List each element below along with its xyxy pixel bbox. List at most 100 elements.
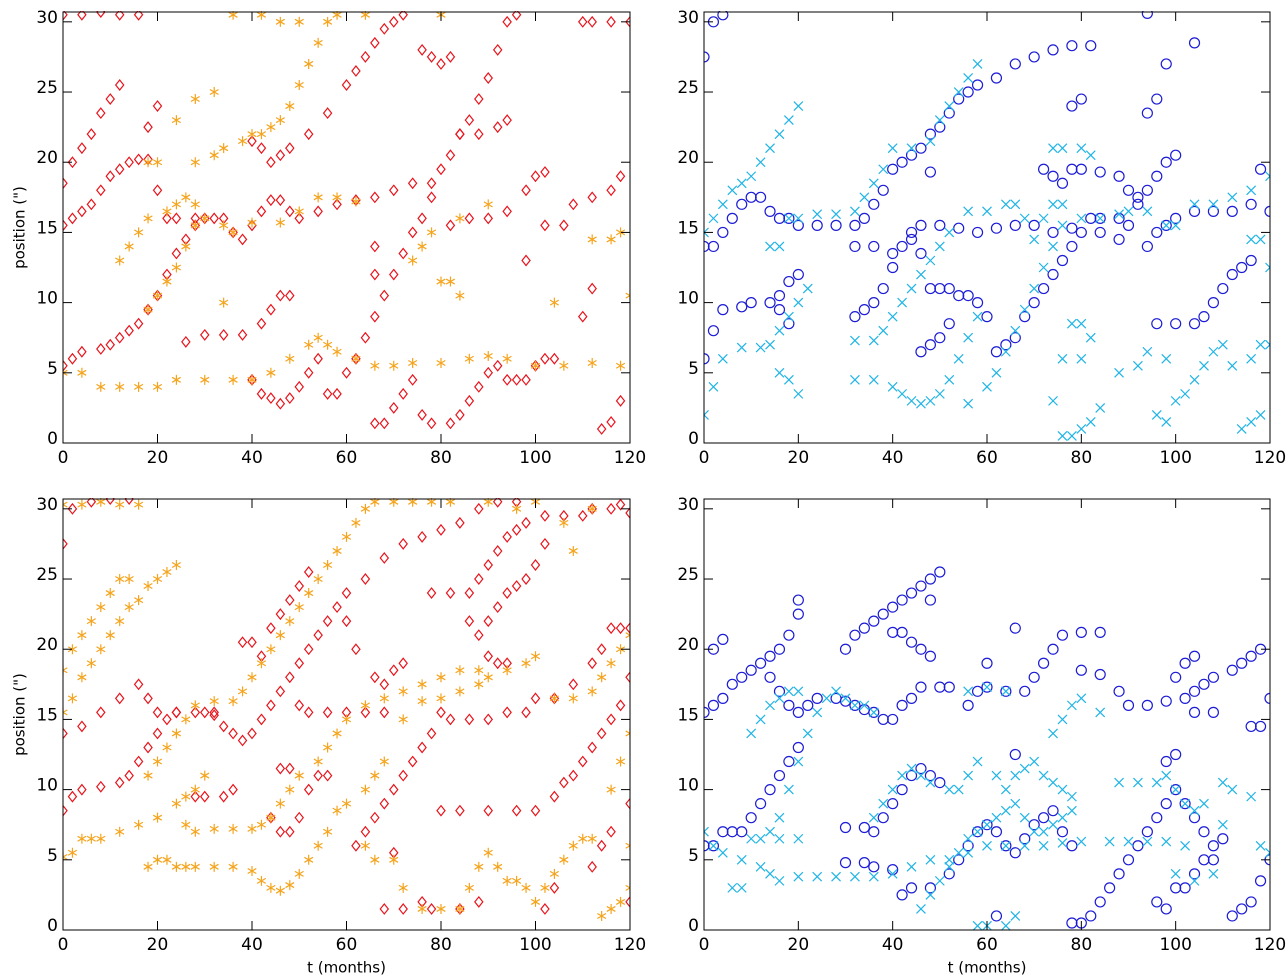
- point: [483, 559, 494, 571]
- point: [237, 686, 248, 697]
- point: [963, 73, 974, 83]
- point: [615, 394, 626, 407]
- point: [1114, 777, 1124, 788]
- point: [963, 686, 974, 697]
- point: [868, 707, 879, 718]
- point: [849, 219, 861, 231]
- point: [143, 861, 153, 872]
- point: [152, 381, 163, 392]
- x-tick-label: 80: [1071, 448, 1093, 468]
- point: [982, 381, 992, 392]
- point: [483, 804, 494, 817]
- point: [971, 226, 984, 239]
- point: [370, 36, 380, 49]
- point: [858, 212, 870, 224]
- point: [313, 352, 323, 365]
- point: [266, 622, 276, 635]
- point: [821, 693, 832, 704]
- point: [436, 357, 446, 368]
- point: [266, 303, 276, 316]
- point: [1198, 826, 1210, 838]
- point: [981, 819, 993, 831]
- point: [124, 602, 134, 613]
- point: [1132, 198, 1144, 210]
- point: [77, 783, 87, 796]
- point: [294, 868, 304, 879]
- point: [426, 417, 437, 430]
- point: [783, 686, 794, 697]
- point: [436, 903, 446, 914]
- point: [717, 633, 729, 645]
- point: [190, 157, 200, 168]
- point: [464, 615, 475, 628]
- point: [1142, 206, 1153, 217]
- point: [577, 755, 588, 768]
- point: [190, 94, 200, 105]
- point: [455, 128, 465, 141]
- point: [398, 247, 408, 260]
- point: [304, 58, 314, 69]
- point: [426, 727, 437, 740]
- point: [228, 783, 238, 796]
- point: [171, 706, 182, 719]
- point: [625, 622, 630, 635]
- point: [285, 616, 295, 627]
- point: [704, 227, 709, 238]
- point: [981, 311, 993, 323]
- point: [1122, 184, 1135, 196]
- point: [596, 643, 607, 656]
- point: [981, 657, 993, 669]
- point: [1122, 699, 1135, 711]
- point: [115, 381, 125, 392]
- point: [388, 268, 399, 281]
- point: [426, 50, 437, 63]
- point: [783, 318, 795, 330]
- point: [1179, 657, 1191, 669]
- point: [190, 861, 200, 872]
- point: [313, 332, 323, 343]
- point: [774, 367, 785, 378]
- point: [858, 304, 870, 316]
- point: [502, 373, 512, 386]
- point: [63, 537, 68, 550]
- point: [1047, 643, 1059, 655]
- point: [275, 798, 285, 809]
- point: [181, 819, 191, 830]
- point: [209, 150, 219, 161]
- point: [1208, 346, 1219, 357]
- point: [455, 408, 465, 421]
- y-tick-label: 0: [47, 429, 58, 449]
- point: [96, 706, 106, 719]
- point: [746, 833, 757, 844]
- point: [96, 644, 106, 655]
- point: [351, 65, 361, 77]
- point: [1094, 896, 1106, 908]
- point: [1057, 838, 1068, 848]
- point: [171, 374, 182, 385]
- point: [704, 353, 710, 365]
- point: [1161, 770, 1172, 781]
- point: [228, 696, 238, 707]
- point: [332, 728, 342, 739]
- point: [812, 707, 823, 718]
- point: [1038, 770, 1049, 781]
- x-tick-label: 0: [58, 935, 69, 955]
- point: [549, 881, 560, 894]
- point: [492, 498, 503, 508]
- point: [906, 143, 917, 154]
- point: [162, 713, 172, 726]
- point: [944, 101, 955, 111]
- point: [1019, 763, 1030, 774]
- point: [774, 129, 785, 140]
- point: [1000, 346, 1011, 357]
- point: [1037, 812, 1050, 824]
- point: [218, 328, 229, 341]
- point: [256, 658, 267, 669]
- point: [1189, 199, 1200, 210]
- point: [726, 678, 738, 690]
- point: [1075, 163, 1087, 175]
- point: [445, 149, 456, 162]
- point: [152, 574, 163, 585]
- point: [1245, 650, 1257, 662]
- point: [887, 163, 899, 175]
